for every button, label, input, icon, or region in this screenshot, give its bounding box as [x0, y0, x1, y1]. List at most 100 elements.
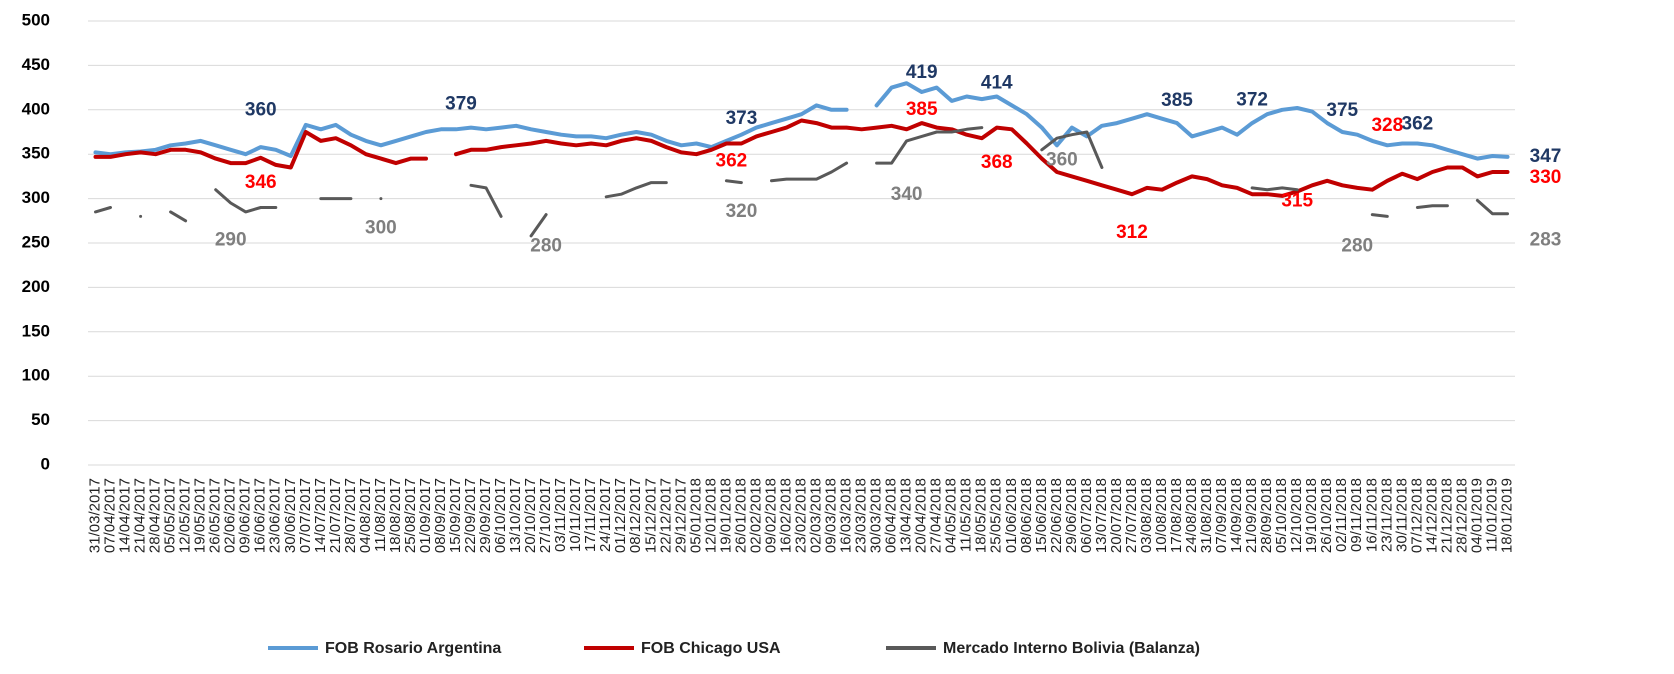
y-tick-label: 100: [22, 366, 50, 385]
x-tick-label: 07/07/2017: [297, 478, 314, 553]
x-tick-label: 06/04/2018: [883, 478, 900, 553]
x-tick-label: 04/08/2017: [357, 478, 374, 553]
x-tick-label: 11/05/2018: [958, 478, 975, 552]
point-label: 328: [1371, 115, 1403, 136]
x-tick-label: 14/07/2017: [312, 478, 329, 553]
point-label: 320: [726, 201, 758, 222]
x-tick-label: 16/02/2018: [777, 478, 794, 553]
y-tick-label: 400: [22, 99, 50, 118]
x-tick-label: 19/01/2018: [717, 478, 734, 553]
x-tick-label: 18/05/2018: [973, 478, 990, 553]
y-tick-label: 0: [41, 454, 50, 473]
x-tick-label: 12/01/2018: [702, 478, 719, 553]
x-tick-label: 16/03/2018: [838, 478, 855, 553]
x-tick-label: 01/12/2017: [612, 478, 629, 553]
legend-label: FOB Rosario Argentina: [325, 640, 501, 657]
x-tick-label: 27/04/2018: [928, 478, 945, 553]
x-tick-label: 16/11/2018: [1363, 478, 1380, 552]
point-label: 347: [1530, 146, 1562, 167]
x-tick-label: 08/12/2017: [627, 478, 644, 553]
x-tick-label: 18/01/2019: [1498, 478, 1515, 553]
x-tick-label: 04/05/2018: [943, 478, 960, 553]
point-label: 360: [245, 99, 277, 120]
x-tick-label: 28/12/2018: [1453, 478, 1470, 553]
x-tick-label: 14/09/2018: [1228, 478, 1245, 553]
x-tick-label: 14/12/2018: [1423, 478, 1440, 553]
x-tick-label: 19/10/2018: [1303, 478, 1320, 553]
x-tick-label: 02/02/2018: [747, 478, 764, 553]
point-label: 373: [726, 108, 758, 129]
x-tick-label: 29/12/2017: [672, 478, 689, 553]
x-tick-label: 15/06/2018: [1033, 478, 1050, 553]
x-tick-label: 02/03/2018: [807, 478, 824, 553]
point-label: 362: [716, 151, 748, 172]
x-tick-label: 23/11/2018: [1378, 478, 1395, 552]
x-tick-label: 16/06/2017: [252, 478, 269, 553]
point-label: 375: [1326, 100, 1358, 121]
x-tick-label: 10/11/2017: [567, 478, 584, 552]
point-label: 300: [365, 218, 397, 239]
legend-label: Mercado Interno Bolivia (Balanza): [943, 640, 1200, 657]
point-label: 419: [906, 62, 938, 83]
point-label: 385: [906, 99, 938, 120]
x-tick-label: 02/06/2017: [222, 478, 239, 553]
x-tick-label: 27/07/2018: [1123, 478, 1140, 553]
x-tick-label: 30/03/2018: [868, 478, 885, 553]
x-tick-label: 29/09/2017: [477, 478, 494, 553]
x-tick-label: 21/09/2018: [1243, 478, 1260, 553]
x-tick-label: 22/06/2018: [1048, 478, 1065, 553]
point-label: 346: [245, 172, 277, 193]
x-tick-label: 08/06/2018: [1018, 478, 1035, 553]
y-tick-label: 500: [22, 10, 50, 29]
point-label: 379: [445, 93, 477, 114]
x-tick-label: 14/04/2017: [117, 478, 134, 553]
x-tick-label: 12/05/2017: [177, 478, 194, 553]
point-label: 280: [530, 235, 562, 256]
x-tick-label: 21/04/2017: [132, 478, 149, 553]
x-tick-label: 24/11/2017: [597, 478, 614, 552]
x-tick-label: 13/04/2018: [898, 478, 915, 553]
x-tick-label: 17/11/2017: [582, 478, 599, 552]
x-tick-label: 28/04/2017: [147, 478, 164, 553]
x-tick-label: 07/12/2018: [1408, 478, 1425, 553]
point-label: 340: [891, 184, 923, 205]
y-tick-label: 50: [31, 410, 50, 429]
x-tick-label: 11/01/2019: [1483, 478, 1500, 552]
x-tick-label: 06/10/2017: [492, 478, 509, 553]
legend-label: FOB Chicago USA: [641, 640, 781, 657]
x-tick-label: 29/06/2018: [1063, 478, 1080, 553]
x-tick-label: 11/08/2017: [372, 478, 389, 552]
x-tick-label: 08/09/2017: [432, 478, 449, 553]
x-tick-label: 07/04/2017: [102, 478, 119, 553]
x-tick-label: 04/01/2019: [1468, 478, 1485, 553]
x-tick-label: 23/03/2018: [853, 478, 870, 553]
x-tick-label: 12/10/2018: [1288, 478, 1305, 553]
x-tick-label: 30/06/2017: [282, 478, 299, 553]
x-tick-label: 26/10/2018: [1318, 478, 1335, 553]
x-tick-label: 09/11/2018: [1348, 478, 1365, 552]
point-label: 290: [215, 229, 247, 250]
point-label: 283: [1530, 230, 1562, 251]
x-tick-label: 18/08/2017: [387, 478, 404, 553]
x-tick-label: 21/07/2017: [327, 478, 344, 553]
x-tick-label: 10/08/2018: [1153, 478, 1170, 553]
y-tick-label: 150: [22, 321, 50, 340]
x-tick-label: 20/10/2017: [522, 478, 539, 553]
x-tick-label: 03/11/2017: [552, 478, 569, 552]
point-label: 385: [1161, 90, 1193, 111]
x-tick-label: 01/09/2017: [417, 478, 434, 553]
point-label: 372: [1236, 90, 1268, 111]
x-tick-label: 05/01/2018: [687, 478, 704, 553]
x-tick-label: 01/06/2018: [1003, 478, 1020, 553]
y-tick-label: 450: [22, 55, 50, 74]
x-tick-label: 31/03/2017: [86, 478, 103, 553]
point-label: 362: [1402, 114, 1434, 135]
x-tick-label: 05/10/2018: [1273, 478, 1290, 553]
point-label: 360: [1046, 149, 1078, 170]
series-line: [93, 81, 1510, 161]
series-line: [93, 118, 1510, 198]
y-tick-label: 200: [22, 277, 50, 296]
x-tick-label: 19/05/2017: [192, 478, 209, 553]
x-tick-label: 26/01/2018: [732, 478, 749, 553]
x-tick-label: 20/07/2018: [1108, 478, 1125, 553]
